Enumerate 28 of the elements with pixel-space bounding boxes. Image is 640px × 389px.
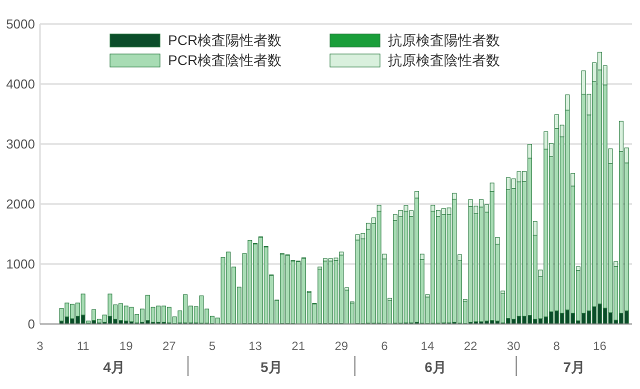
x-tick-label: 5 <box>208 339 216 353</box>
y-tick-label: 3000 <box>6 136 35 152</box>
y-tick-label: 4000 <box>6 76 35 92</box>
y-tick-label: 0 <box>28 316 35 332</box>
x-tick-label: 13 <box>248 339 262 353</box>
x-tick-label: 8 <box>553 339 560 353</box>
x-tick-label: 11 <box>76 339 90 353</box>
y-tick-label: 1000 <box>6 256 35 272</box>
x-tick-label: 6 <box>381 339 388 353</box>
legend-label: 抗原検査陽性者数 <box>388 32 500 48</box>
y-tick-label: 5000 <box>6 16 35 32</box>
x-tick-label: 16 <box>593 339 607 353</box>
text: 6月 <box>424 359 446 375</box>
x-tick-label: 3 <box>36 339 44 353</box>
x-tick-label: 19 <box>119 339 134 353</box>
legend-label: PCR検査陽性者数 <box>168 32 282 48</box>
text: 7月 <box>563 359 586 375</box>
x-tick-label: 21 <box>292 339 306 353</box>
text: 5月 <box>260 359 282 375</box>
x-tick-label: 27 <box>162 339 176 353</box>
y-tick-label: 2000 <box>6 196 35 212</box>
legend-label: PCR検査陰性者数 <box>168 52 282 68</box>
legend-label: 抗原検査陰性者数 <box>388 52 500 68</box>
x-tick-label: 14 <box>420 339 434 353</box>
text: 4月 <box>103 359 125 375</box>
x-tick-label: 30 <box>506 339 521 353</box>
x-tick-label: 22 <box>464 339 478 353</box>
x-tick-label: 29 <box>334 339 348 353</box>
